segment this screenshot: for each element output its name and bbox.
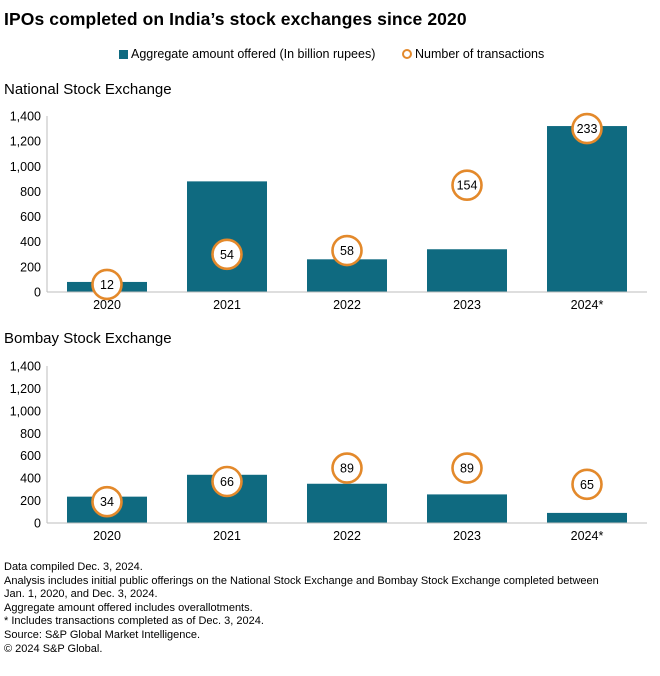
legend-transactions-label: Number of transactions bbox=[415, 47, 545, 61]
bar-2022 bbox=[307, 483, 387, 523]
y-tick-label: 1,000 bbox=[10, 404, 41, 418]
y-tick-label: 1,000 bbox=[10, 160, 41, 174]
transactions-label: 89 bbox=[460, 462, 474, 476]
bar-2024 bbox=[547, 512, 627, 523]
y-tick-label: 0 bbox=[34, 517, 41, 531]
y-tick-label: 1,400 bbox=[10, 110, 41, 124]
transactions-label: 66 bbox=[220, 475, 234, 489]
y-tick-label: 1,400 bbox=[10, 360, 41, 374]
y-tick-label: 1,200 bbox=[10, 135, 41, 149]
panel-title-nse: National Stock Exchange bbox=[4, 81, 172, 98]
transactions-marker bbox=[211, 238, 243, 271]
note-line: Jan. 1, 2020, and Dec. 3, 2024. bbox=[4, 588, 158, 601]
x-tick-label: 2020 bbox=[93, 298, 121, 312]
y-tick-label: 200 bbox=[20, 494, 41, 508]
bar-2021 bbox=[187, 181, 267, 292]
y-tick-label: 600 bbox=[20, 449, 41, 463]
x-tick-label: 2022 bbox=[333, 529, 361, 543]
y-tick-label: 200 bbox=[20, 260, 41, 274]
transactions-label: 54 bbox=[220, 248, 234, 262]
transactions-label: 34 bbox=[100, 495, 114, 509]
y-tick-label: 1,200 bbox=[10, 382, 41, 396]
chart-title: IPOs completed on India’s stock exchange… bbox=[4, 9, 467, 29]
transactions-marker bbox=[211, 465, 243, 498]
legend: Aggregate amount offered (In billion rup… bbox=[0, 47, 660, 65]
x-tick-label: 2023 bbox=[453, 529, 481, 543]
transactions-label: 12 bbox=[100, 278, 114, 292]
legend-circle-marker bbox=[402, 49, 412, 59]
x-tick-label: 2020 bbox=[93, 529, 121, 543]
transactions-marker bbox=[91, 268, 123, 301]
footnotes: Data compiled Dec. 3, 2024. Analysis inc… bbox=[4, 561, 654, 656]
transactions-label: 233 bbox=[577, 122, 598, 136]
transactions-marker bbox=[331, 452, 363, 484]
transactions-label: 65 bbox=[580, 478, 594, 492]
note-line: * Includes transactions completed as of … bbox=[4, 615, 264, 628]
transactions-marker bbox=[451, 169, 483, 201]
bar-2024 bbox=[547, 126, 627, 292]
note-line: Aggregate amount offered includes overal… bbox=[4, 601, 253, 614]
x-tick-label: 2022 bbox=[333, 298, 361, 312]
x-tick-label: 2024* bbox=[571, 298, 604, 312]
bse-chart: 0 200 400 600 800 1,000 1,200 1,400 2020 2021 2022… bbox=[10, 360, 647, 543]
legend-amount-label: Aggregate amount offered (In billion rup… bbox=[131, 47, 376, 61]
x-tick-label: 2021 bbox=[213, 529, 241, 543]
transactions-marker bbox=[451, 452, 483, 484]
panel-title-bse: Bombay Stock Exchange bbox=[4, 330, 172, 347]
transactions-label: 154 bbox=[457, 179, 478, 193]
legend-bar-swatch bbox=[119, 49, 128, 59]
y-tick-label: 600 bbox=[20, 210, 41, 224]
transactions-marker bbox=[331, 234, 363, 267]
x-tick-label: 2023 bbox=[453, 298, 481, 312]
transactions-marker bbox=[571, 468, 603, 501]
bar-2023 bbox=[427, 249, 507, 292]
note-line: © 2024 S&P Global. bbox=[4, 642, 103, 655]
bar-2023 bbox=[427, 494, 507, 523]
y-tick-label: 0 bbox=[34, 286, 41, 300]
x-tick-label: 2021 bbox=[213, 298, 241, 312]
y-tick-label: 800 bbox=[20, 185, 41, 199]
nse-chart: 0 200 400 600 800 1,000 1,200 1,400 2020 2021 2022… bbox=[10, 110, 647, 312]
legend-item-amount: Aggregate amount offered (In billion rup… bbox=[119, 47, 375, 61]
y-tick-label: 800 bbox=[20, 427, 41, 441]
transactions-label: 58 bbox=[340, 244, 354, 258]
x-tick-label: 2024* bbox=[571, 529, 604, 543]
note-line: Data compiled Dec. 3, 2024. bbox=[4, 561, 143, 573]
y-tick-label: 400 bbox=[20, 235, 41, 249]
y-tick-label: 400 bbox=[20, 472, 41, 486]
transactions-marker bbox=[571, 112, 603, 145]
transactions-label: 89 bbox=[340, 462, 354, 476]
transactions-marker bbox=[91, 485, 123, 518]
note-line: Analysis includes initial public offerin… bbox=[4, 574, 599, 587]
note-line: Source: S&P Global Market Intelligence. bbox=[4, 628, 201, 641]
legend-item-transactions: Number of transactions bbox=[402, 47, 544, 61]
